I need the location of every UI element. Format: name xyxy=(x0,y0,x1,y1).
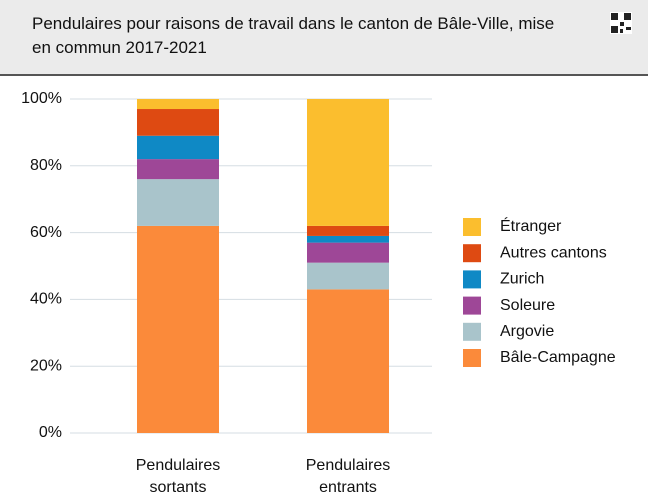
bar-segment xyxy=(137,135,219,160)
chart-title: Pendulaires pour raisons de travail dans… xyxy=(32,14,555,57)
legend-label: Bâle-Campagne xyxy=(500,349,616,366)
bar-segment xyxy=(137,179,219,226)
legend-label: Soleure xyxy=(500,297,555,314)
bar-segment xyxy=(307,242,389,263)
y-tick-label: 60% xyxy=(30,224,62,241)
legend-swatch xyxy=(463,270,481,289)
legend-swatch xyxy=(463,244,481,263)
bar-segment xyxy=(137,159,219,180)
qr-icon xyxy=(610,12,632,34)
legend-swatch xyxy=(463,296,481,315)
bar-segment xyxy=(307,225,389,236)
y-tick-label: 80% xyxy=(30,157,62,174)
y-tick-label: 40% xyxy=(30,291,62,308)
bar-segment xyxy=(137,109,219,136)
legend-label: Argovie xyxy=(500,323,554,340)
x-tick-label: Pendulaires sortants xyxy=(135,457,221,496)
y-tick-label: 20% xyxy=(30,357,62,374)
bar-segment xyxy=(307,289,389,433)
legend-label: Zurich xyxy=(500,271,544,288)
bar-segment xyxy=(307,99,389,226)
x-tick-label: Pendulaires entrants xyxy=(305,457,391,496)
bar-segment xyxy=(307,235,389,243)
legend-label: Étranger xyxy=(500,216,562,235)
y-tick-label: 100% xyxy=(21,90,62,107)
header: Pendulaires pour raisons de travail dans… xyxy=(0,0,648,76)
y-tick-label: 0% xyxy=(39,424,62,441)
bar-segment xyxy=(137,99,219,110)
legend-swatch xyxy=(463,218,481,236)
legend-swatch xyxy=(463,322,481,341)
legend-swatch xyxy=(463,349,481,367)
bar-segment xyxy=(137,225,219,433)
legend-label: Autres cantons xyxy=(500,244,607,261)
bar-segment xyxy=(307,262,389,290)
